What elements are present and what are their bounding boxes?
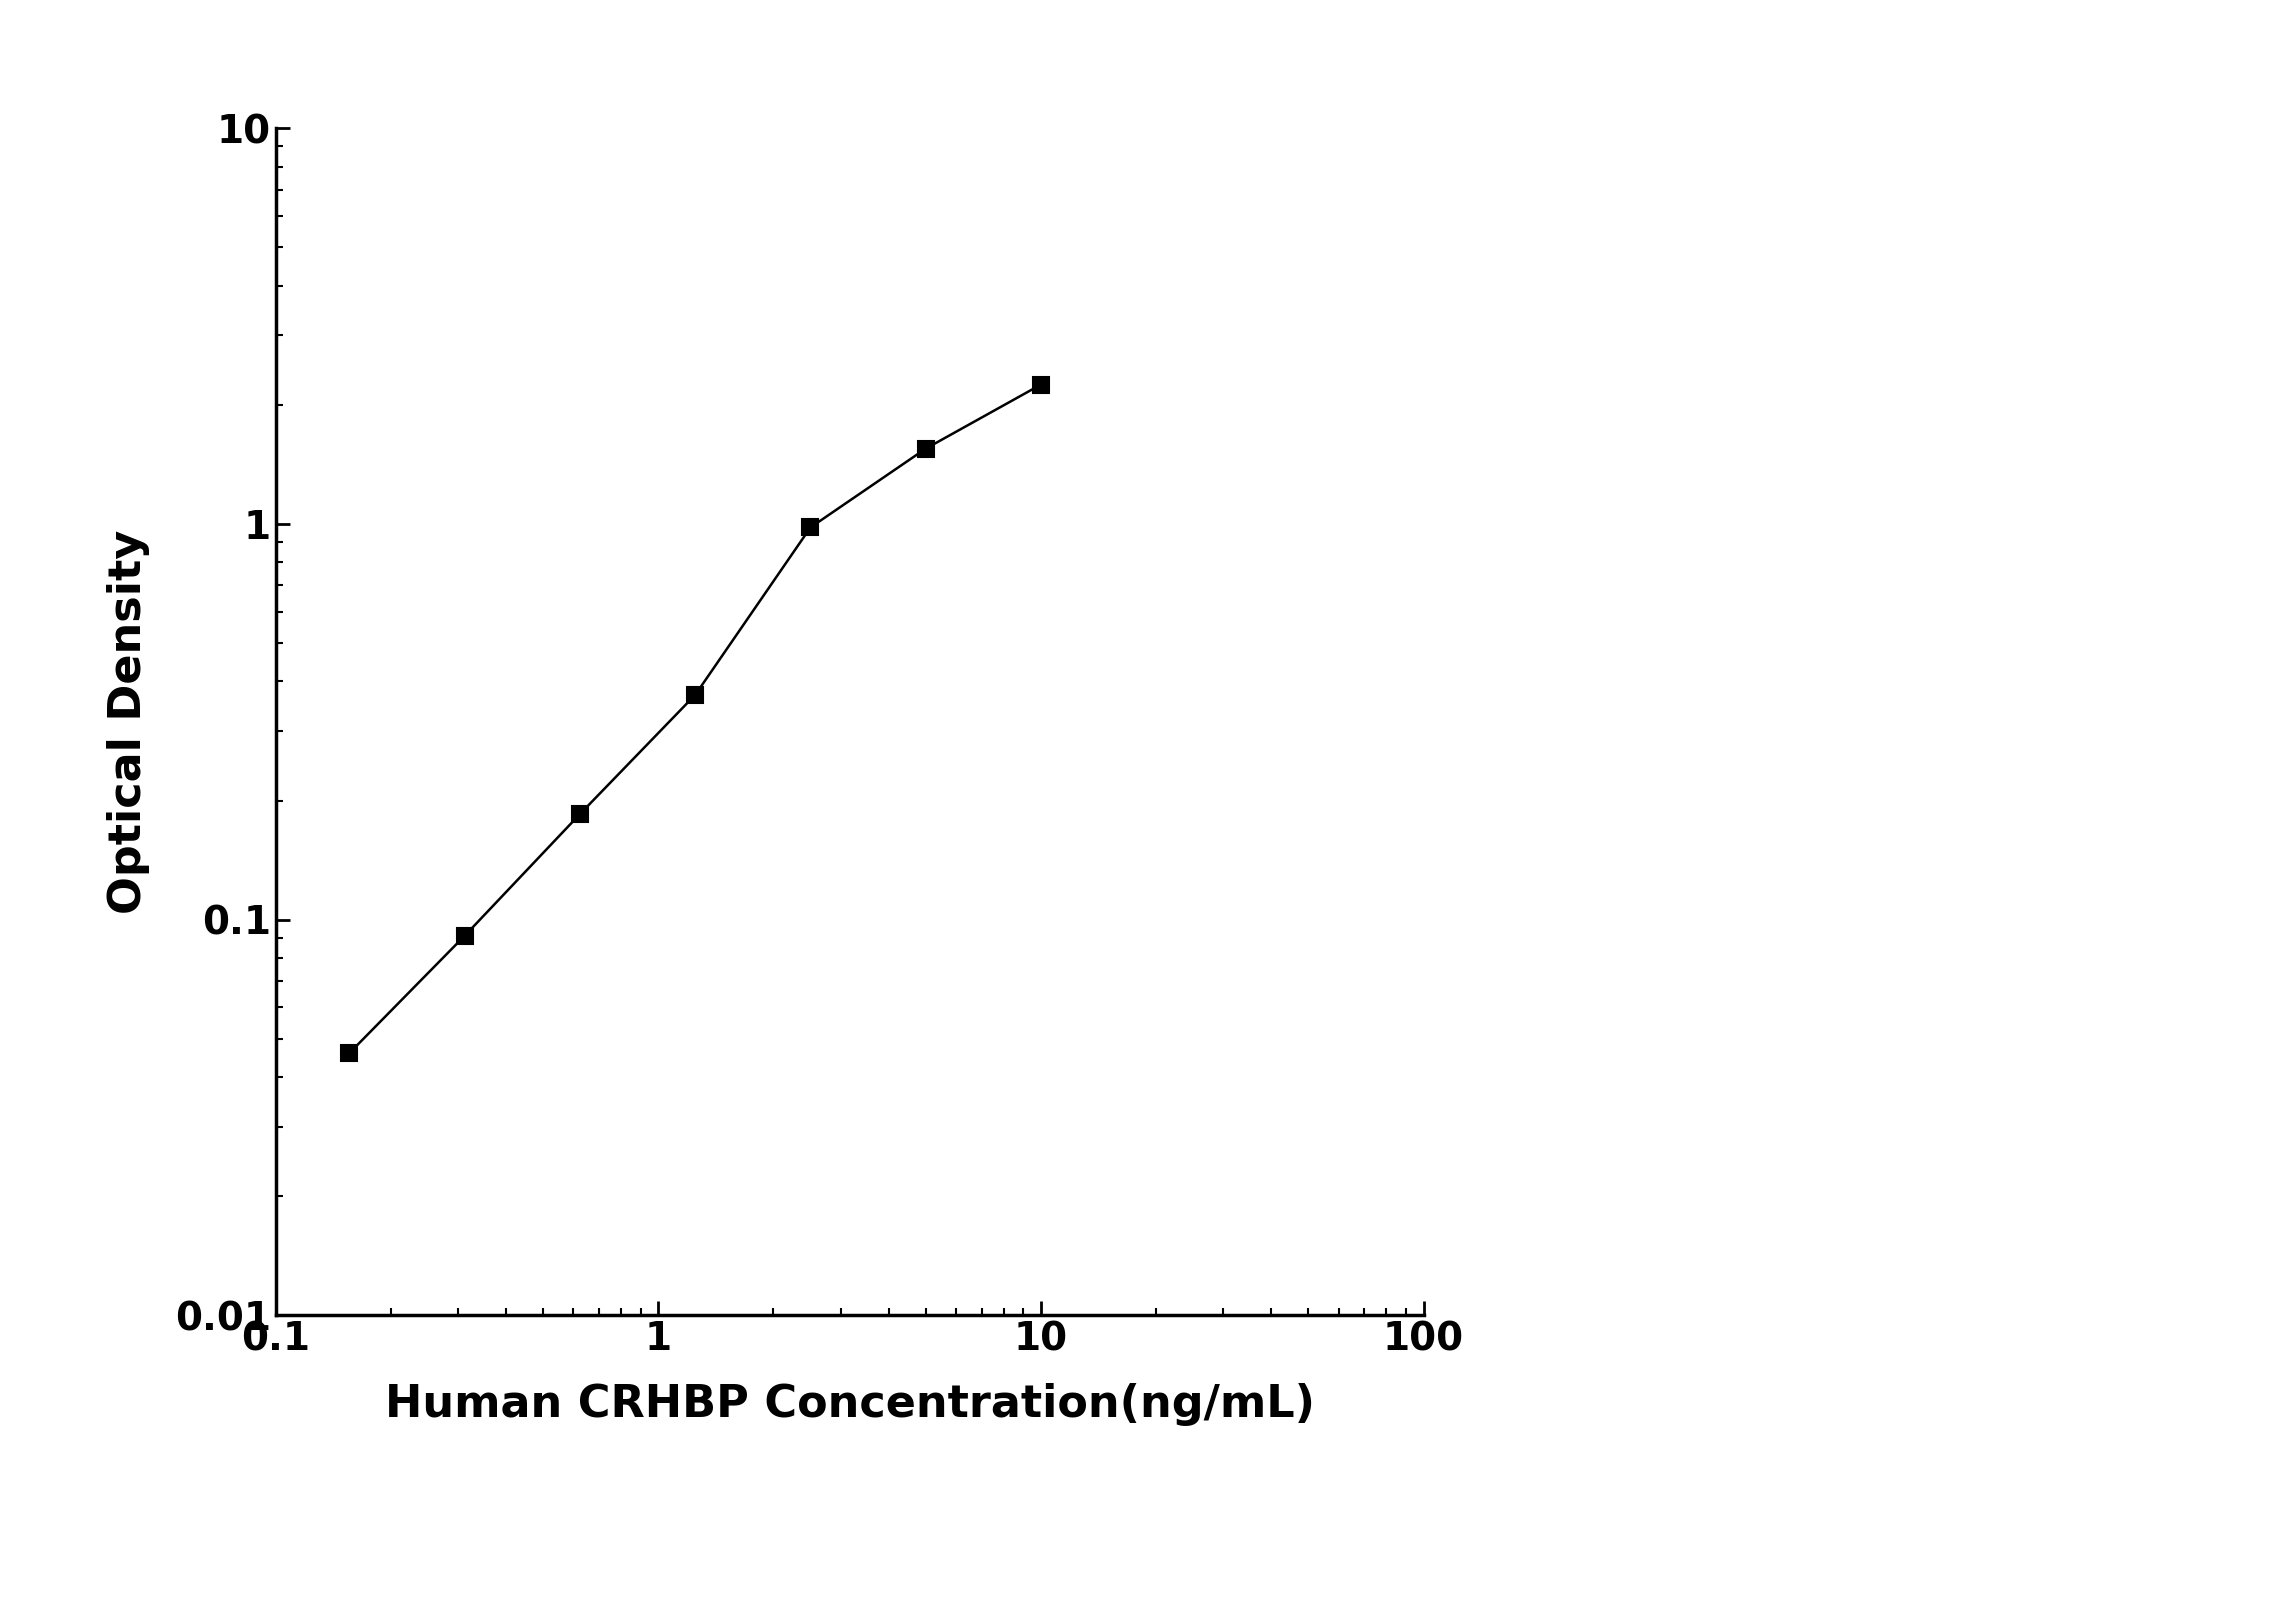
- X-axis label: Human CRHBP Concentration(ng/mL): Human CRHBP Concentration(ng/mL): [383, 1383, 1316, 1426]
- Y-axis label: Optical Density: Optical Density: [106, 529, 149, 914]
